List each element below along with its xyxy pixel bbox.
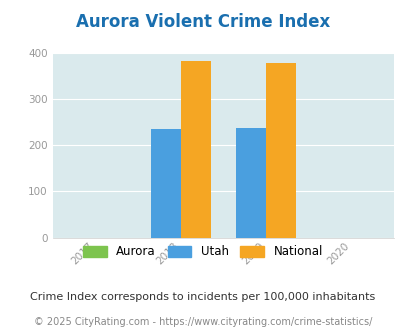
- Bar: [236, 128, 265, 238]
- Text: © 2025 CityRating.com - https://www.cityrating.com/crime-statistics/: © 2025 CityRating.com - https://www.city…: [34, 317, 371, 327]
- Bar: [150, 129, 180, 238]
- Bar: [180, 61, 210, 238]
- Legend: Aurora, Utah, National: Aurora, Utah, National: [78, 241, 327, 263]
- Bar: [265, 62, 295, 238]
- Text: Aurora Violent Crime Index: Aurora Violent Crime Index: [76, 13, 329, 31]
- Text: Crime Index corresponds to incidents per 100,000 inhabitants: Crime Index corresponds to incidents per…: [30, 292, 375, 302]
